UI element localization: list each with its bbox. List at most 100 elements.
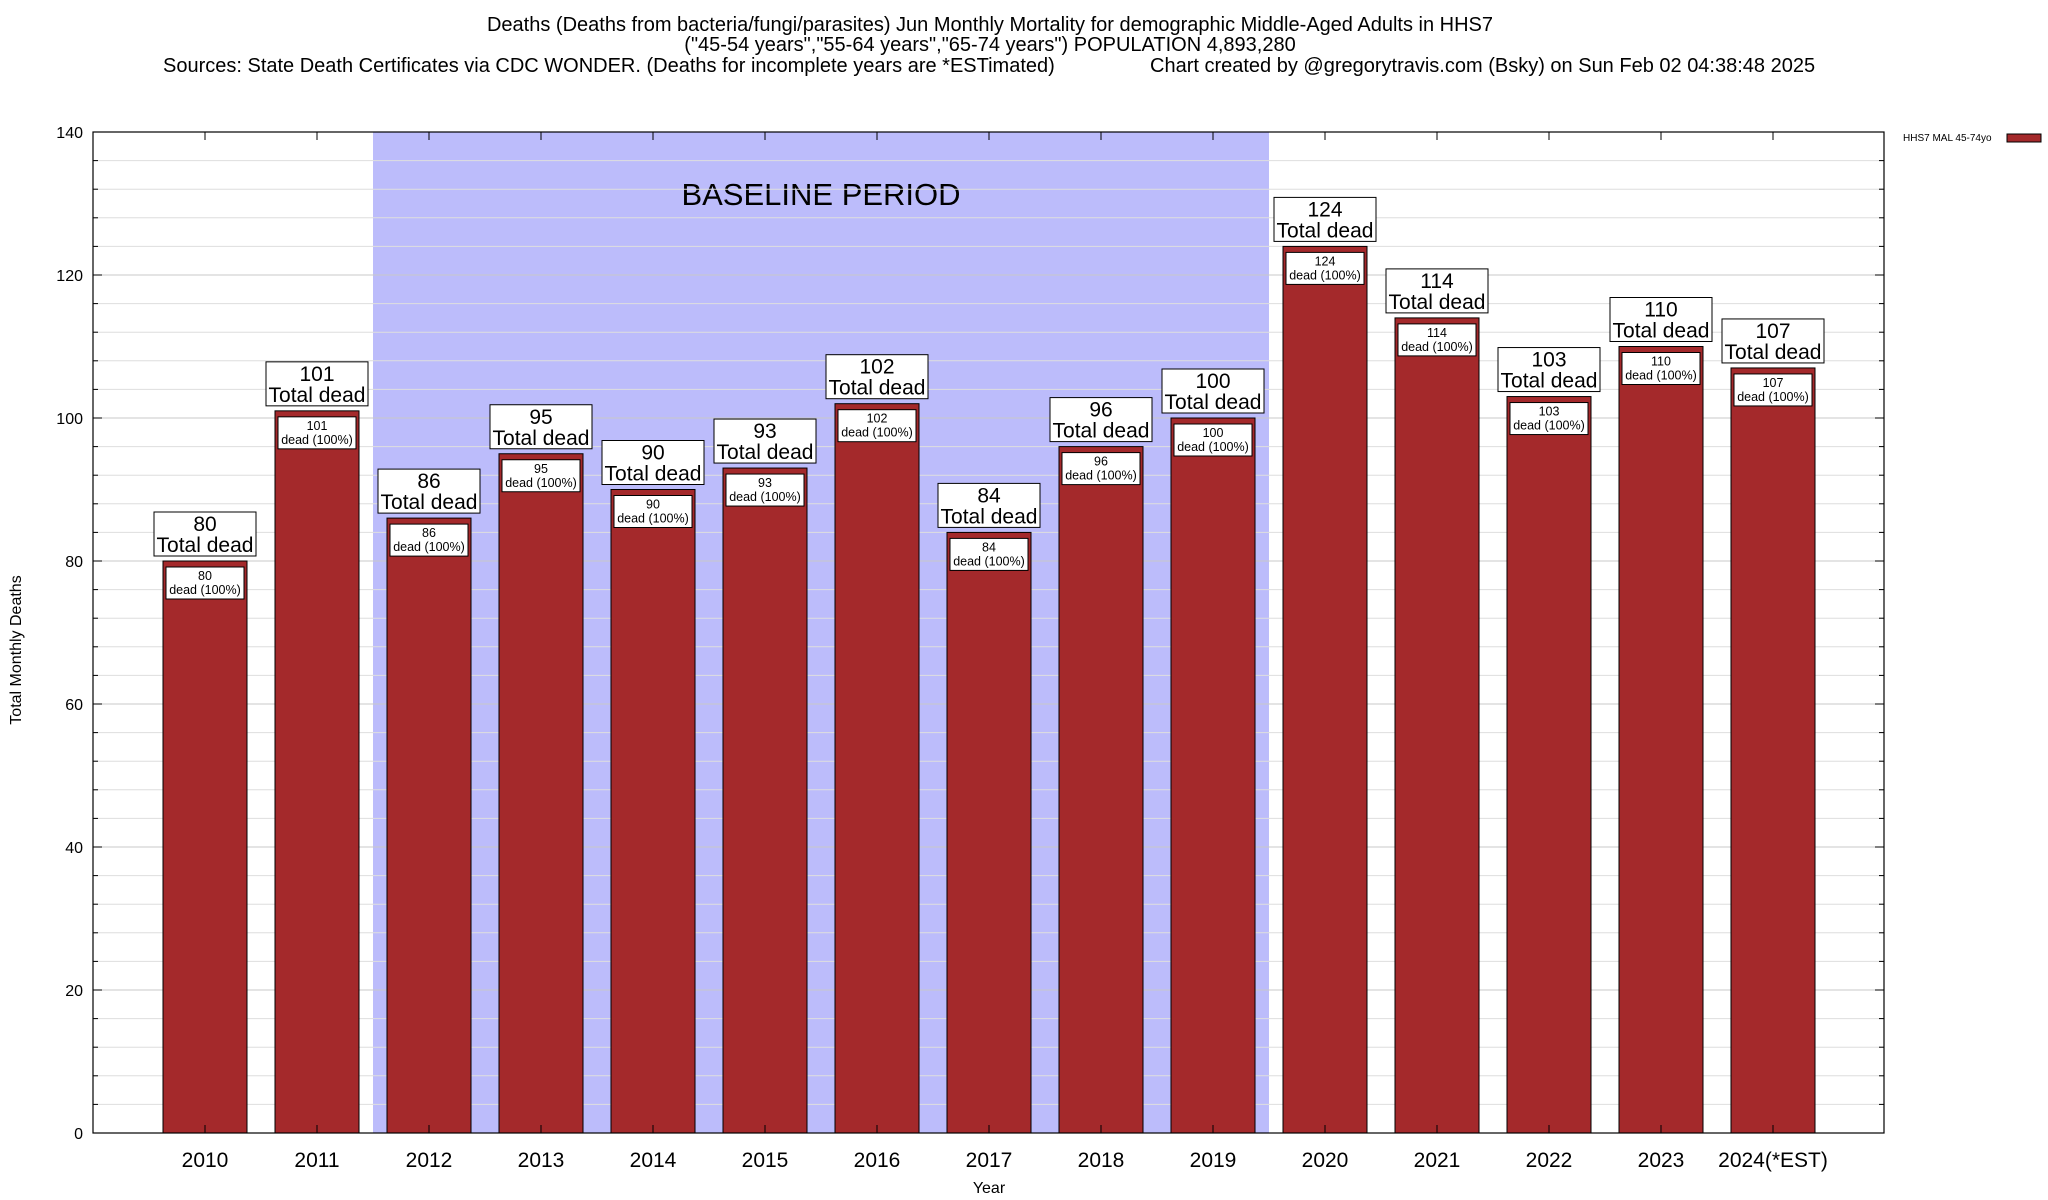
bar-top-value-label: 95 (529, 406, 552, 429)
bar-top-value-label: 93 (753, 420, 776, 443)
bar-top-label-box (937, 482, 1041, 528)
bar (386, 517, 472, 1134)
bar (1058, 446, 1144, 1134)
bar-top-value-label: 80 (193, 513, 216, 536)
bar-top-value-label: 102 (859, 356, 894, 379)
x-tick-label: 2015 (742, 1149, 789, 1172)
bar-inner-value-label: 95 (534, 462, 548, 476)
bar-inner-label-box (1173, 423, 1253, 457)
bar-top-label-box (1497, 347, 1601, 393)
bar (1170, 417, 1256, 1134)
x-tick-label: 2014 (630, 1149, 677, 1172)
bar-inner-label-box (1621, 352, 1701, 385)
x-tick-label: 2013 (518, 1149, 565, 1172)
bar-top-label-box (265, 361, 369, 407)
legend-swatch (2006, 133, 2042, 143)
bar-top-total-label: Total dead (1389, 291, 1486, 314)
bar-inner-value-label: 102 (867, 412, 888, 426)
bar (946, 531, 1032, 1134)
bar-inner-percent-label: dead (100%) (393, 540, 465, 554)
x-tick-label: 2017 (966, 1149, 1013, 1172)
bar-inner-value-label: 86 (422, 526, 436, 540)
bar-top-total-label: Total dead (1501, 370, 1598, 393)
bar-inner-value-label: 101 (307, 419, 328, 433)
bar-top-total-label: Total dead (269, 384, 366, 407)
bar-inner-percent-label: dead (100%) (617, 512, 689, 526)
y-tick-label: 120 (56, 268, 83, 285)
bar-inner-label-box (613, 495, 693, 528)
bar-top-label-box (1609, 297, 1713, 342)
bar-top-total-label: Total dead (1277, 219, 1374, 242)
bar-top-label-box (1721, 318, 1825, 364)
bar-inner-label-box (949, 537, 1029, 571)
y-tick-label: 140 (56, 125, 83, 142)
x-axis-label: Year (973, 1180, 1006, 1197)
bar (834, 403, 920, 1134)
bar (610, 489, 696, 1134)
bar-top-total-label: Total dead (1725, 341, 1822, 364)
bar-top-label-box (713, 418, 817, 464)
x-tick-label: 2021 (1414, 1149, 1461, 1172)
bar-top-total-label: Total dead (1613, 320, 1710, 343)
bar-inner-label-box (389, 523, 469, 557)
bar-inner-value-label: 80 (198, 569, 212, 583)
chart-source-text: Sources: State Death Certificates via CD… (163, 55, 1055, 77)
bar-inner-value-label: 90 (646, 498, 660, 512)
bar-top-value-label: 124 (1307, 198, 1342, 221)
bar-inner-label-box (837, 409, 917, 443)
bar-inner-percent-label: dead (100%) (281, 433, 353, 447)
bar-top-value-label: 90 (641, 442, 664, 465)
bar-inner-percent-label: dead (100%) (1289, 268, 1361, 282)
bar-inner-percent-label: dead (100%) (1065, 469, 1137, 483)
x-tick-label: 2011 (294, 1149, 339, 1172)
bar-inner-value-label: 103 (1539, 405, 1560, 419)
x-tick-label: 2023 (1638, 1149, 1685, 1172)
bar-top-label-box (1273, 196, 1377, 242)
bar-top-label-box (1049, 397, 1153, 443)
bar-top-value-label: 110 (1644, 299, 1677, 322)
bar (162, 560, 248, 1134)
bar-inner-value-label: 96 (1094, 455, 1108, 469)
bar-top-value-label: 107 (1755, 320, 1790, 343)
chart-title-line-1: Deaths (Deaths from bacteria/fungi/paras… (487, 14, 1493, 36)
bar-inner-percent-label: dead (100%) (1625, 369, 1697, 383)
bar-inner-label-box (1285, 251, 1365, 285)
bar-inner-value-label: 114 (1427, 326, 1447, 340)
bar-top-value-label: 114 (1420, 270, 1454, 293)
bar-top-value-label: 101 (299, 363, 334, 386)
bar-top-value-label: 100 (1195, 370, 1230, 393)
bar (1282, 245, 1368, 1134)
bar-inner-label-box (725, 473, 805, 507)
y-tick-label: 80 (65, 554, 83, 571)
baseline-period-label: BASELINE PERIOD (681, 177, 960, 212)
y-tick-label: 0 (74, 1126, 83, 1143)
bar-inner-label-box (1397, 323, 1477, 357)
bar (1506, 396, 1592, 1134)
bar-top-total-label: Total dead (941, 505, 1038, 528)
bar-top-total-label: Total dead (829, 377, 926, 400)
bar-inner-percent-label: dead (100%) (1401, 340, 1473, 354)
bar-inner-percent-label: dead (100%) (841, 426, 913, 440)
bar (1730, 367, 1816, 1134)
x-tick-label: 2012 (406, 1149, 453, 1172)
bar-inner-label-box (501, 459, 581, 493)
bar-inner-percent-label: dead (100%) (729, 490, 801, 504)
bar-inner-label-box (1509, 402, 1589, 436)
chart-title-line-2: ("45-54 years","55-64 years","65-74 year… (684, 34, 1295, 56)
bar (1394, 317, 1480, 1134)
bar-top-total-label: Total dead (157, 534, 254, 557)
bar-inner-percent-label: dead (100%) (505, 476, 577, 490)
axis-layer: 0 20 40 60 80 100 120 140 2010 2011 2012 2013 2014 20… (56, 125, 1885, 1172)
